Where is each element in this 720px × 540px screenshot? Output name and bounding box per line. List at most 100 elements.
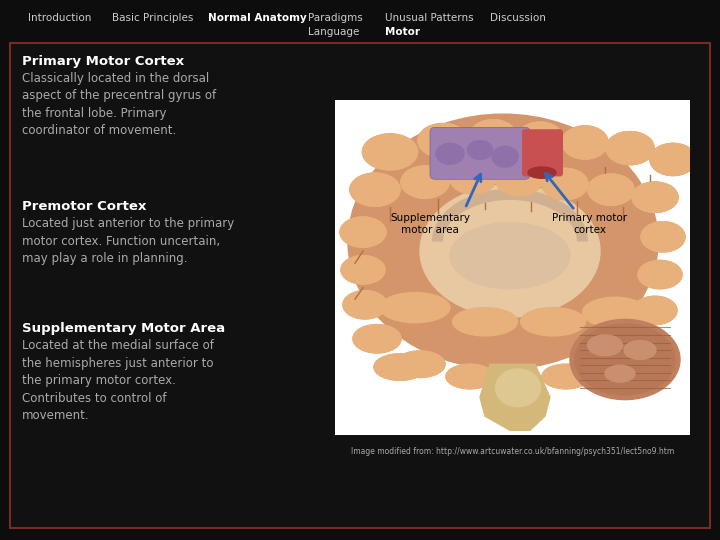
Ellipse shape bbox=[350, 173, 400, 206]
Ellipse shape bbox=[492, 146, 518, 167]
Ellipse shape bbox=[542, 168, 588, 200]
Ellipse shape bbox=[494, 368, 542, 393]
Ellipse shape bbox=[496, 165, 542, 196]
Bar bbox=[10, 43, 710, 528]
Ellipse shape bbox=[362, 134, 418, 170]
Ellipse shape bbox=[588, 174, 634, 205]
Ellipse shape bbox=[542, 168, 588, 200]
Polygon shape bbox=[480, 364, 550, 430]
Text: Image modified from: http://www.artcuwater.co.uk/bfanning/psych351/lect5no9.htm: Image modified from: http://www.artcuwat… bbox=[351, 447, 674, 456]
Ellipse shape bbox=[401, 166, 449, 198]
Ellipse shape bbox=[562, 126, 608, 159]
Text: Introduction: Introduction bbox=[28, 13, 91, 23]
Ellipse shape bbox=[588, 335, 623, 356]
Ellipse shape bbox=[542, 168, 588, 200]
Ellipse shape bbox=[469, 120, 517, 154]
Ellipse shape bbox=[587, 354, 637, 380]
Ellipse shape bbox=[401, 166, 449, 198]
Text: Normal Anatomy: Normal Anatomy bbox=[208, 13, 307, 23]
Text: Discussion: Discussion bbox=[490, 13, 546, 23]
Ellipse shape bbox=[588, 174, 634, 205]
Ellipse shape bbox=[380, 293, 450, 323]
Text: Motor: Motor bbox=[385, 27, 420, 37]
Ellipse shape bbox=[517, 122, 563, 155]
Text: Unusual Patterns: Unusual Patterns bbox=[385, 13, 474, 23]
Ellipse shape bbox=[562, 126, 608, 159]
Ellipse shape bbox=[418, 124, 468, 158]
Ellipse shape bbox=[587, 354, 637, 380]
Ellipse shape bbox=[496, 165, 542, 196]
Ellipse shape bbox=[632, 182, 678, 212]
Ellipse shape bbox=[341, 256, 385, 284]
Ellipse shape bbox=[650, 144, 696, 176]
Text: Primary motor
cortex: Primary motor cortex bbox=[552, 213, 628, 235]
Ellipse shape bbox=[542, 364, 590, 389]
Ellipse shape bbox=[446, 364, 494, 389]
Ellipse shape bbox=[343, 291, 387, 319]
Ellipse shape bbox=[348, 114, 658, 369]
Ellipse shape bbox=[350, 173, 400, 206]
Ellipse shape bbox=[340, 217, 386, 247]
Ellipse shape bbox=[362, 134, 418, 170]
Ellipse shape bbox=[418, 124, 468, 158]
Ellipse shape bbox=[341, 256, 385, 284]
Ellipse shape bbox=[650, 144, 696, 176]
Ellipse shape bbox=[633, 296, 677, 325]
Ellipse shape bbox=[641, 222, 685, 252]
Ellipse shape bbox=[450, 163, 496, 194]
Text: Classically located in the dorsal
aspect of the precentral gyrus of
the frontal : Classically located in the dorsal aspect… bbox=[22, 72, 216, 138]
FancyBboxPatch shape bbox=[430, 127, 530, 179]
Ellipse shape bbox=[650, 144, 696, 176]
Ellipse shape bbox=[496, 165, 542, 196]
Ellipse shape bbox=[452, 308, 518, 336]
Text: Supplementary Motor Area: Supplementary Motor Area bbox=[22, 322, 225, 335]
Text: Supplementary
motor area: Supplementary motor area bbox=[390, 213, 470, 235]
Text: Located at the medial surface of
the hemispheres just anterior to
the primary mo: Located at the medial surface of the hem… bbox=[22, 339, 214, 422]
Ellipse shape bbox=[605, 365, 635, 382]
Ellipse shape bbox=[469, 120, 517, 154]
Ellipse shape bbox=[450, 222, 570, 289]
Text: Located just anterior to the primary
motor cortex. Function uncertain,
may play : Located just anterior to the primary mot… bbox=[22, 217, 234, 265]
Ellipse shape bbox=[562, 126, 608, 159]
Ellipse shape bbox=[469, 120, 517, 154]
Ellipse shape bbox=[450, 163, 496, 194]
Ellipse shape bbox=[353, 325, 401, 353]
Ellipse shape bbox=[633, 296, 677, 325]
Ellipse shape bbox=[350, 173, 400, 206]
Ellipse shape bbox=[374, 354, 426, 380]
Ellipse shape bbox=[632, 182, 678, 212]
Ellipse shape bbox=[353, 325, 401, 353]
Ellipse shape bbox=[582, 297, 647, 327]
Text: Language: Language bbox=[308, 27, 359, 37]
Ellipse shape bbox=[542, 364, 590, 389]
Ellipse shape bbox=[494, 368, 542, 393]
Ellipse shape bbox=[588, 174, 634, 205]
Ellipse shape bbox=[606, 132, 654, 165]
Ellipse shape bbox=[624, 341, 656, 360]
Bar bbox=[335, 100, 690, 435]
Ellipse shape bbox=[606, 132, 654, 165]
FancyBboxPatch shape bbox=[522, 129, 563, 177]
Ellipse shape bbox=[446, 364, 494, 389]
Ellipse shape bbox=[395, 351, 445, 377]
Ellipse shape bbox=[420, 185, 600, 317]
Ellipse shape bbox=[401, 166, 449, 198]
Ellipse shape bbox=[418, 124, 468, 158]
Ellipse shape bbox=[641, 222, 685, 252]
Ellipse shape bbox=[606, 132, 654, 165]
Ellipse shape bbox=[436, 144, 464, 164]
Text: Paradigms: Paradigms bbox=[308, 13, 363, 23]
Ellipse shape bbox=[395, 351, 445, 377]
Text: Basic Principles: Basic Principles bbox=[112, 13, 194, 23]
Ellipse shape bbox=[517, 122, 563, 155]
Ellipse shape bbox=[340, 217, 386, 247]
Ellipse shape bbox=[362, 134, 418, 170]
Ellipse shape bbox=[495, 369, 541, 407]
Ellipse shape bbox=[467, 140, 492, 159]
Ellipse shape bbox=[570, 319, 680, 400]
Text: Primary Motor Cortex: Primary Motor Cortex bbox=[22, 55, 184, 68]
Ellipse shape bbox=[521, 308, 585, 336]
Text: Premotor Cortex: Premotor Cortex bbox=[22, 200, 146, 213]
Ellipse shape bbox=[632, 182, 678, 212]
Ellipse shape bbox=[575, 324, 675, 395]
